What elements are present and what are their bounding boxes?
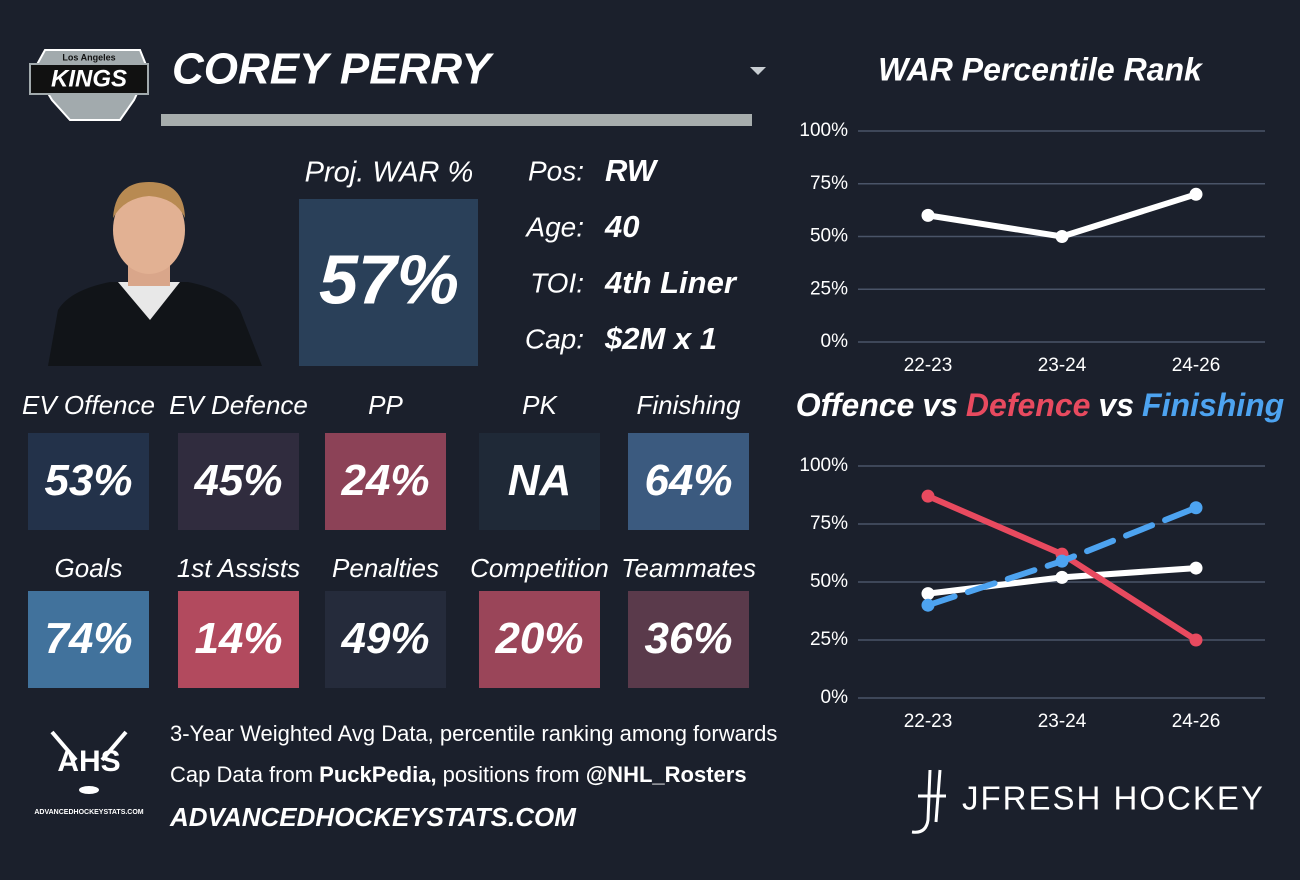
info-label: Pos:	[528, 155, 584, 186]
card-label: EV Offence	[22, 390, 155, 420]
card-label: Competition	[470, 553, 609, 583]
info-value: $2M x 1	[604, 321, 717, 356]
card-label: Finishing	[636, 390, 741, 420]
y-tick-label: 25%	[810, 629, 848, 650]
logo-top: Los Angeles	[62, 52, 115, 62]
team-logo: Los Angeles KINGS	[29, 49, 150, 121]
card-box	[479, 591, 600, 688]
card-label: EV Defence	[169, 390, 308, 420]
point	[921, 598, 935, 612]
y-tick-label: 75%	[810, 173, 848, 194]
card-label: Goals	[55, 553, 123, 583]
ahs-logo-url: ADVANCEDHOCKEYSTATS.COM	[34, 809, 143, 816]
point	[1189, 633, 1203, 647]
footer-cap-line: Cap Data from PuckPedia, positions from …	[170, 762, 747, 787]
card-box	[628, 433, 749, 530]
footer-site: ADVANCEDHOCKEYSTATS.COM	[169, 802, 577, 832]
card-value: 49%	[340, 614, 429, 663]
ahs-logo-text: AHS	[57, 745, 120, 778]
card-value: 74%	[44, 614, 132, 663]
x-tick-label: 24-26	[1172, 711, 1221, 732]
player-photo	[48, 182, 262, 366]
card-box	[325, 433, 446, 530]
y-tick-label: 100%	[799, 120, 848, 141]
card-value: NA	[508, 456, 572, 505]
card-box	[28, 433, 149, 530]
info-value: 4th Liner	[604, 265, 738, 300]
name-underline	[161, 114, 752, 126]
point	[1189, 501, 1203, 515]
info-label: Age:	[524, 211, 584, 242]
point	[1055, 554, 1069, 568]
legend-entry: Offence	[796, 387, 915, 423]
point	[1189, 187, 1203, 201]
card-label: Teammates	[621, 553, 756, 583]
cap-segment: @NHL_Rosters	[586, 762, 747, 787]
point	[921, 587, 935, 601]
title-joiner: vs	[922, 387, 958, 423]
point	[921, 489, 935, 503]
y-tick-label: 25%	[810, 278, 848, 299]
point	[1055, 230, 1069, 243]
card-value: 53%	[44, 456, 132, 505]
card-value: 20%	[494, 614, 583, 663]
footer-note: 3-Year Weighted Avg Data, percentile ran…	[170, 721, 777, 746]
x-tick-label: 23-24	[1038, 711, 1087, 732]
cap-segment: positions from	[437, 762, 586, 787]
x-tick-label: 22-23	[904, 711, 953, 732]
card-value: 64%	[644, 456, 732, 505]
projection-label: Proj. WAR %	[305, 157, 474, 189]
ahs-logo: AHS ADVANCEDHOCKEYSTATS.COM	[34, 730, 144, 816]
projection-value: 57%	[319, 240, 459, 318]
logo-main: KINGS	[51, 65, 127, 92]
point	[1055, 570, 1069, 584]
card-box	[325, 591, 446, 688]
y-tick-label: 75%	[810, 513, 848, 534]
y-tick-label: 50%	[810, 226, 848, 247]
y-tick-label: 100%	[799, 455, 848, 476]
projection-box	[299, 199, 478, 366]
card-value: 24%	[340, 456, 429, 505]
point	[1189, 561, 1203, 575]
legend-entry: Finishing	[1142, 387, 1284, 423]
card-label: 1st Assists	[177, 553, 300, 583]
card-box	[628, 591, 749, 688]
legend-entry: Defence	[966, 387, 1091, 423]
cap-segment: PuckPedia,	[319, 762, 436, 787]
chart-title: WAR Percentile Rank	[878, 51, 1204, 87]
card-box	[178, 433, 299, 530]
y-tick-label: 0%	[821, 331, 849, 352]
card-value: 36%	[644, 614, 732, 663]
card-label: PP	[368, 390, 403, 420]
info-value: RW	[605, 153, 659, 188]
chart-title: Offence vs Defence vs Finishing	[796, 387, 1284, 423]
title-joiner: vs	[1098, 387, 1134, 423]
card-label: Penalties	[332, 553, 439, 583]
y-tick-label: 0%	[821, 687, 849, 708]
x-tick-label: 23-24	[1038, 355, 1087, 376]
card-value: 45%	[193, 456, 282, 505]
card-label: PK	[522, 390, 558, 420]
card-box	[178, 591, 299, 688]
dropdown-arrow[interactable]	[750, 67, 766, 75]
player-name: COREY PERRY	[172, 45, 494, 94]
x-tick-label: 24-26	[1172, 355, 1221, 376]
point	[921, 208, 935, 222]
info-value: 40	[604, 209, 639, 244]
x-tick-label: 22-23	[904, 355, 953, 376]
brand-icon	[911, 769, 946, 834]
info-label: Cap:	[525, 323, 584, 354]
y-tick-label: 50%	[810, 571, 848, 592]
brand-name: JFRESH HOCKEY	[962, 780, 1265, 817]
card-value: 14%	[194, 614, 282, 663]
card-box	[479, 433, 600, 530]
card-box	[28, 591, 149, 688]
info-label: TOI:	[530, 267, 584, 298]
cap-segment: Cap Data from	[170, 762, 319, 787]
